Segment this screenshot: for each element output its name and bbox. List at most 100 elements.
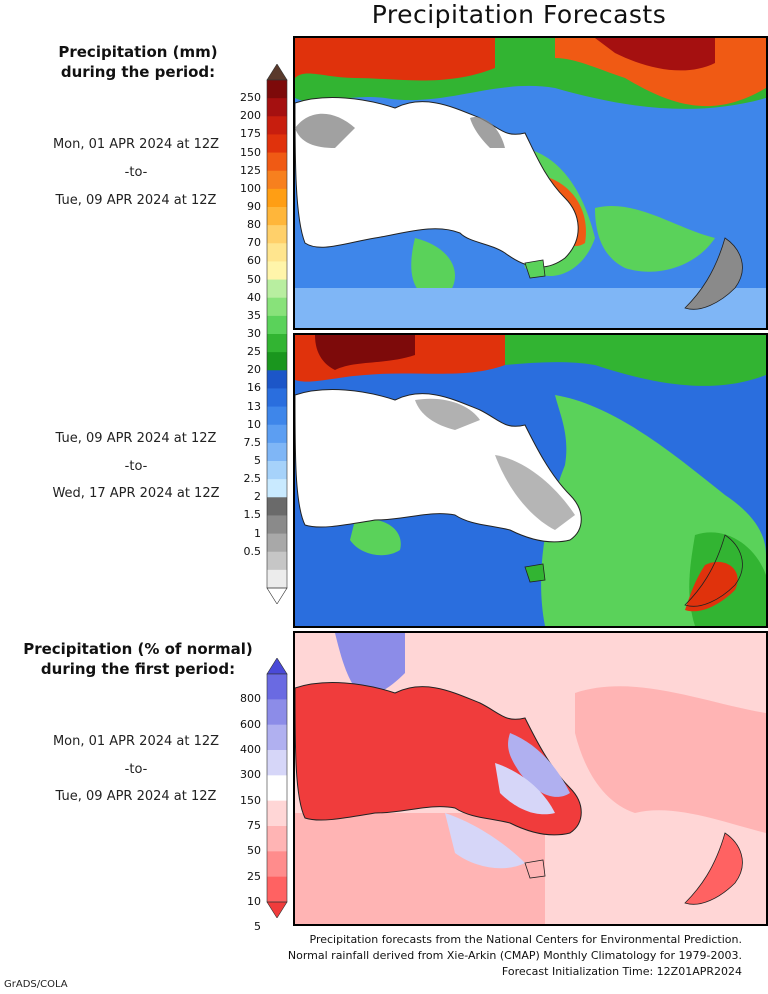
- percent-tick-label: 400: [240, 743, 261, 756]
- footer-line1: Precipitation forecasts from the Nationa…: [309, 933, 743, 946]
- colorbar-swatch: [267, 261, 287, 281]
- colorbar-swatch: [267, 461, 287, 480]
- precip-map-period1: [295, 38, 766, 328]
- colorbar-swatch: [267, 388, 287, 408]
- colorbar-top-arrow: [266, 64, 288, 81]
- precip-tick-label: 200: [240, 109, 261, 123]
- period3-sep: -to-: [124, 762, 148, 777]
- colorbar-swatch: [267, 851, 287, 878]
- precip-tick-label: 25: [247, 345, 261, 359]
- scale2-title-line1: Precipitation (% of normal): [23, 640, 253, 658]
- colorbar-swatch: [267, 800, 287, 827]
- precip-map-period2: [295, 335, 766, 626]
- colorbar-swatch: [267, 207, 287, 226]
- precip-tick-label: 250: [240, 91, 261, 105]
- precip-tick-label: 20: [247, 363, 261, 377]
- map-panel-period2: [293, 333, 768, 628]
- precip-tick-label: 35: [247, 308, 261, 322]
- precip-tick-label: 13: [247, 399, 261, 413]
- colorbar-top-arrow: [266, 658, 288, 675]
- precip-tick-label: 2: [254, 490, 261, 504]
- colorbar-swatch: [267, 479, 287, 498]
- scale2-title-line2: during the first period:: [40, 660, 236, 678]
- footer-line2: Normal rainfall derived from Xie-Arkin (…: [287, 949, 742, 962]
- precip-tick-label: 175: [240, 127, 261, 141]
- colorbar-swatch: [267, 152, 287, 172]
- colorbar-swatch: [267, 279, 287, 299]
- period1-start: Mon, 01 APR 2024 at 12Z: [52, 137, 220, 152]
- precip-tick-label: 90: [247, 200, 261, 213]
- percent-normal-map: [295, 633, 766, 924]
- percent-tick-label: 600: [240, 717, 261, 731]
- grads-credit: GrADS/COLA: [4, 979, 68, 990]
- scale2-title: Precipitation (% of normal) during the f…: [10, 639, 266, 679]
- colorbar-swatch: [267, 533, 287, 553]
- map-panel-percent-normal: [293, 631, 768, 926]
- percent-tick-label: 50: [247, 844, 261, 858]
- period2-start: Tue, 09 APR 2024 at 12Z: [55, 431, 217, 446]
- precip-tick-label: 125: [240, 163, 261, 177]
- precip-tick-label: 10: [247, 417, 261, 431]
- percent-tick-label: 300: [240, 768, 261, 782]
- colorbar-swatch: [267, 724, 287, 751]
- colorbar-swatch: [267, 225, 287, 244]
- colorbar-bottom-arrow: [266, 901, 288, 918]
- percent-tick-label: 5: [254, 920, 261, 934]
- colorbar-swatch: [267, 750, 287, 776]
- percent-tick-label: 800: [240, 692, 261, 706]
- colorbar-swatch: [267, 497, 287, 516]
- precip-tick-label: 7.5: [243, 435, 262, 449]
- colorbar-swatch: [267, 569, 287, 589]
- precip-tick-label: 50: [247, 272, 261, 286]
- precip-tick-label: 70: [247, 236, 261, 250]
- precip-tick-label: 100: [240, 181, 261, 195]
- colorbar-swatch: [267, 370, 287, 389]
- period3-start: Mon, 01 APR 2024 at 12Z: [52, 734, 220, 749]
- scale1-title: Precipitation (mm) during the period:: [20, 42, 256, 82]
- period2-end: Wed, 17 APR 2024 at 12Z: [52, 486, 220, 501]
- colorbar-swatch: [267, 116, 287, 135]
- percent-colorbar: [266, 658, 288, 918]
- colorbar-swatch: [267, 334, 287, 353]
- precip-tick-label: 0.5: [243, 544, 262, 558]
- colorbar-swatch: [267, 98, 287, 117]
- colorbar-swatch: [267, 826, 287, 852]
- precip-tick-label: 30: [247, 327, 261, 340]
- precip-tick-label: 5: [254, 454, 261, 467]
- percent-tick-label: 150: [240, 793, 261, 807]
- scale1-title-line2: during the period:: [60, 63, 216, 81]
- percent-tick-label: 10: [247, 895, 261, 908]
- precip-tick-label: 1: [254, 526, 261, 540]
- colorbar-swatch: [267, 170, 287, 190]
- precip-tick-label: 150: [240, 145, 261, 159]
- precip-tick-label: 60: [247, 254, 261, 268]
- scale1-title-line1: Precipitation (mm): [58, 43, 218, 61]
- colorbar-swatch: [267, 775, 287, 802]
- colorbar-swatch: [267, 515, 287, 535]
- colorbar-swatch: [267, 134, 287, 154]
- precip-tick-label: 40: [247, 290, 261, 304]
- colorbar-swatch: [267, 243, 287, 262]
- colorbar-swatch: [267, 551, 287, 571]
- colorbar-swatch: [267, 876, 287, 903]
- colorbar-swatch: [267, 352, 287, 371]
- colorbar-bottom-arrow: [266, 587, 288, 604]
- colorbar-swatch: [267, 442, 287, 462]
- precip-tick-label: 16: [247, 381, 261, 395]
- period2-sep: -to-: [124, 459, 148, 474]
- precip-tick-label: 1.5: [243, 508, 262, 522]
- colorbar-swatch: [267, 674, 287, 700]
- precip-tick-label: 2.5: [243, 472, 262, 486]
- footer-line3: Forecast Initialization Time: 12Z01APR20…: [501, 965, 742, 978]
- colorbar-swatch: [267, 80, 287, 99]
- precip-colorbar: [266, 64, 288, 604]
- period1-sep: -to-: [124, 165, 148, 180]
- percent-tick-label: 25: [247, 869, 261, 883]
- colorbar-swatch: [267, 315, 287, 335]
- percent-tick-label: 75: [247, 819, 261, 832]
- colorbar-swatch: [267, 188, 287, 208]
- page-title: Precipitation Forecasts: [371, 0, 667, 29]
- colorbar-swatch: [267, 297, 287, 317]
- colorbar-swatch: [267, 699, 287, 726]
- precip-tick-label: 80: [247, 218, 261, 232]
